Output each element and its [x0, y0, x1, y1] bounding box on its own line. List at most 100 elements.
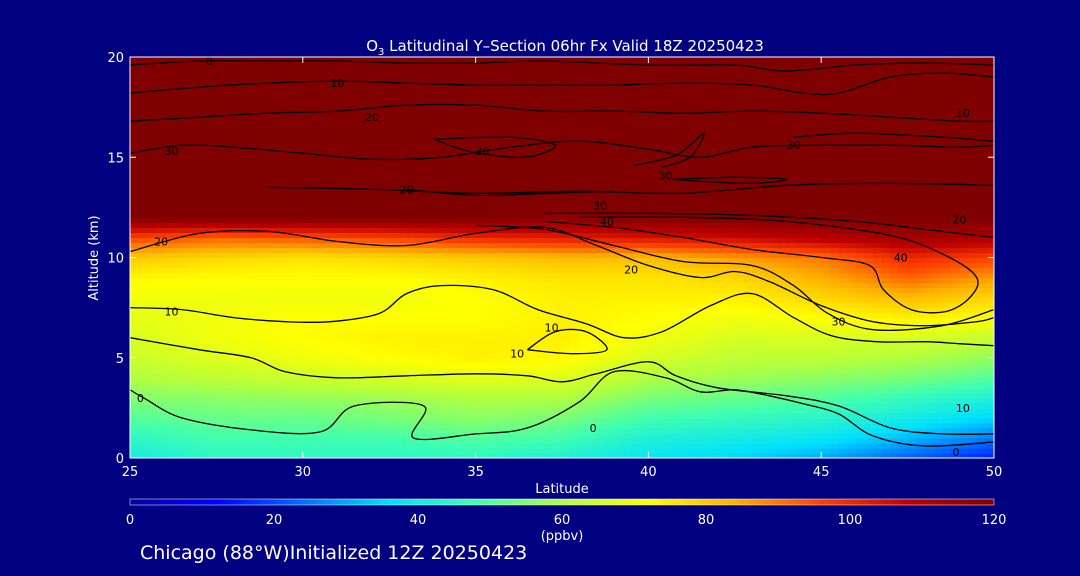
field-cell: [760, 302, 770, 309]
field-cell: [363, 337, 373, 344]
field-cell: [916, 247, 926, 254]
field-cell: [812, 357, 822, 364]
field-cell: [890, 317, 900, 324]
field-cell: [605, 242, 615, 249]
field-cell: [544, 357, 554, 364]
field-cell: [700, 297, 710, 304]
field-cell: [553, 332, 563, 339]
field-cell: [847, 417, 857, 424]
field-cell: [458, 262, 468, 269]
field-cell: [518, 357, 529, 364]
field-cell: [898, 272, 909, 279]
field-cell: [795, 212, 805, 218]
field-cell: [371, 447, 382, 454]
field-cell: [950, 267, 961, 274]
field-cell: [985, 417, 994, 424]
field-cell: [648, 432, 658, 439]
field-cell: [907, 227, 917, 234]
field-cell: [337, 442, 347, 449]
field-cell: [294, 382, 304, 389]
field-cell: [959, 302, 969, 309]
field-cell: [613, 347, 624, 354]
field-cell: [700, 342, 710, 349]
field-cell: [130, 427, 140, 434]
field-cell: [622, 417, 632, 424]
field-cell: [570, 347, 580, 354]
field-cell: [907, 427, 917, 434]
field-cell: [847, 422, 857, 429]
field-cell: [268, 322, 278, 329]
field-cell: [708, 322, 719, 329]
field-cell: [985, 302, 994, 309]
field-cell: [302, 447, 313, 454]
field-cell: [285, 412, 295, 419]
field-cell: [458, 227, 468, 234]
field-cell: [510, 292, 520, 299]
field-cell: [510, 297, 520, 304]
field-cell: [976, 447, 986, 454]
field-cell: [285, 282, 295, 289]
field-cell: [821, 432, 831, 439]
field-cell: [898, 237, 909, 244]
field-cell: [501, 217, 511, 224]
field-cell: [674, 427, 684, 434]
field-cell: [985, 277, 994, 284]
field-cell: [294, 332, 304, 339]
field-cell: [708, 442, 719, 449]
field-cell: [691, 272, 701, 279]
field-cell: [276, 442, 287, 449]
field-cell: [371, 317, 382, 324]
field-cell: [320, 327, 330, 334]
field-cell: [250, 352, 261, 359]
field-cell: [527, 377, 537, 384]
field-cell: [890, 442, 900, 449]
field-cell: [207, 327, 217, 334]
field-cell: [579, 387, 589, 394]
field-cell: [639, 387, 649, 394]
field-cell: [432, 287, 442, 294]
field-cell: [441, 332, 451, 339]
field-cell: [285, 372, 295, 379]
field-cell: [320, 242, 330, 249]
field-cell: [639, 397, 649, 404]
field-cell: [734, 262, 745, 269]
field-cell: [294, 327, 304, 334]
field-cell: [397, 302, 408, 309]
field-cell: [864, 247, 874, 254]
field-cell: [760, 427, 770, 434]
field-cell: [320, 282, 330, 289]
field-cell: [242, 332, 252, 339]
field-cell: [812, 292, 822, 299]
field-cell: [250, 412, 261, 419]
field-cell: [363, 407, 373, 414]
field-cell: [250, 207, 261, 213]
field-cell: [959, 282, 969, 289]
field-cell: [942, 437, 952, 444]
field-cell: [415, 312, 425, 319]
field-cell: [812, 362, 822, 369]
field-cell: [415, 237, 425, 244]
field-cell: [449, 217, 459, 224]
field-cell: [700, 287, 710, 294]
field-cell: [285, 207, 295, 213]
field-cell: [708, 387, 719, 394]
field-cell: [389, 252, 399, 259]
field-cell: [423, 312, 433, 319]
field-cell: [829, 227, 840, 234]
field-cell: [207, 412, 217, 419]
field-cell: [976, 367, 986, 374]
field-cell: [173, 452, 183, 458]
field-cell: [682, 327, 693, 334]
field-cell: [337, 312, 347, 319]
field-cell: [423, 227, 433, 234]
field-cell: [320, 267, 330, 274]
field-cell: [432, 227, 442, 234]
field-cell: [527, 432, 537, 439]
field-cell: [812, 212, 822, 218]
field-cell: [812, 247, 822, 254]
field-cell: [562, 232, 572, 239]
field-cell: [985, 242, 994, 249]
field-cell: [207, 257, 217, 264]
field-cell: [164, 302, 174, 309]
field-cell: [708, 417, 719, 424]
